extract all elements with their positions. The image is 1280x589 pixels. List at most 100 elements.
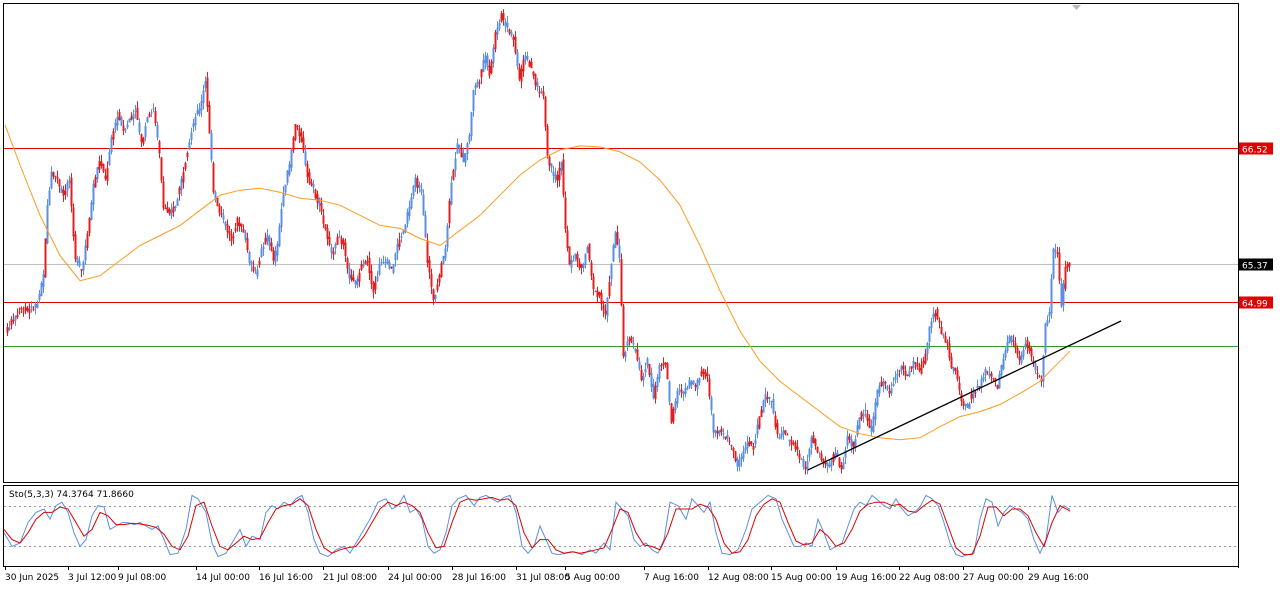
candle-body xyxy=(588,243,591,260)
candle-body xyxy=(798,453,801,459)
candle-body xyxy=(94,177,97,188)
candle-body xyxy=(724,436,727,439)
candle-body xyxy=(296,126,299,128)
candle-body xyxy=(756,424,759,435)
candle-body xyxy=(592,276,595,290)
candle-body xyxy=(892,383,895,386)
candle-body xyxy=(666,363,669,380)
candle-body xyxy=(744,447,747,451)
candle-body xyxy=(1062,283,1065,306)
candle-body xyxy=(608,282,611,297)
candle-body xyxy=(190,132,193,140)
candle-body xyxy=(966,403,969,408)
candle-body xyxy=(856,425,859,436)
candle-body xyxy=(428,259,431,273)
candle-body xyxy=(774,415,777,428)
candle-body xyxy=(192,123,195,128)
candle-body xyxy=(220,212,223,215)
candle-body xyxy=(484,55,487,64)
candle-body xyxy=(204,81,207,88)
candle-body xyxy=(62,189,65,196)
candle-body xyxy=(162,181,165,209)
candle-body xyxy=(990,373,993,377)
candle-body xyxy=(938,320,941,323)
candle-body xyxy=(770,400,773,403)
candle-body xyxy=(410,197,413,209)
candle-body xyxy=(492,47,495,64)
candle-body xyxy=(632,342,635,345)
candle-body xyxy=(802,459,805,467)
candle-body xyxy=(496,28,499,35)
candle-body xyxy=(344,242,347,257)
candle-body xyxy=(208,105,211,134)
candle-body xyxy=(56,177,59,179)
candle-body xyxy=(290,149,293,168)
candle-body xyxy=(772,398,775,414)
candle-body xyxy=(858,417,861,430)
candle-body xyxy=(194,116,197,126)
candle-body xyxy=(748,441,751,446)
candle-body xyxy=(662,363,665,366)
candle-body xyxy=(574,253,577,260)
candle-body xyxy=(36,303,39,308)
candle-body xyxy=(246,238,249,251)
candle-body xyxy=(562,159,565,195)
candle-body xyxy=(918,367,921,371)
candle-body xyxy=(66,182,69,191)
candle-body xyxy=(356,278,359,286)
candle-body xyxy=(314,189,317,199)
candle-body xyxy=(114,122,117,130)
candle-body xyxy=(992,378,995,380)
x-tick-label: 3 Jul 12:00 xyxy=(68,573,117,583)
candle-body xyxy=(184,162,187,170)
candle-body xyxy=(936,308,939,320)
candle-body xyxy=(1000,365,1003,376)
candle-body xyxy=(976,385,979,389)
candle-body xyxy=(58,179,61,187)
price-labels: 66.52 65.37 64.99 xyxy=(1239,142,1273,310)
candle-body xyxy=(156,124,159,138)
candle-body xyxy=(276,243,279,256)
candle-body xyxy=(1016,348,1019,355)
candle-body xyxy=(248,251,251,263)
candle-body xyxy=(534,74,537,86)
candle-body xyxy=(284,184,287,193)
candle-body xyxy=(214,192,217,199)
candle-body xyxy=(426,240,429,263)
candle-body xyxy=(882,380,885,387)
candle-body xyxy=(504,21,507,27)
candle-body xyxy=(200,101,203,111)
candle-body xyxy=(650,373,653,387)
candle-body xyxy=(444,248,447,259)
candle-body xyxy=(558,168,561,181)
candle-body xyxy=(554,174,557,180)
candle-body xyxy=(1050,278,1053,314)
candle-body xyxy=(986,371,989,373)
candle-body xyxy=(636,349,639,361)
candle-body xyxy=(546,126,549,156)
candle-body xyxy=(716,431,719,434)
candle-body xyxy=(726,434,729,440)
candle-body xyxy=(202,90,205,103)
x-tick-label: 28 Jul 16:00 xyxy=(452,573,506,583)
candle-body xyxy=(324,224,327,229)
candle-body xyxy=(350,274,353,280)
candle-body xyxy=(842,462,845,470)
candle-body xyxy=(282,192,285,207)
candle-body xyxy=(38,294,41,300)
candle-body xyxy=(450,182,453,205)
candle-body xyxy=(812,435,815,443)
candle-body xyxy=(538,91,541,94)
candle-body xyxy=(866,413,869,421)
candle-body xyxy=(586,246,589,253)
x-tick-label: 19 Aug 16:00 xyxy=(836,573,897,583)
price-label-2: 64.99 xyxy=(1242,300,1268,310)
candle-body xyxy=(946,341,949,344)
trendline[interactable] xyxy=(807,320,1122,471)
candle-body xyxy=(370,270,373,284)
candle-body xyxy=(430,273,433,288)
candle-body xyxy=(932,314,935,319)
candle-body xyxy=(502,13,505,20)
chart-shift-marker-icon[interactable] xyxy=(1072,5,1081,10)
candle-body xyxy=(398,239,401,248)
